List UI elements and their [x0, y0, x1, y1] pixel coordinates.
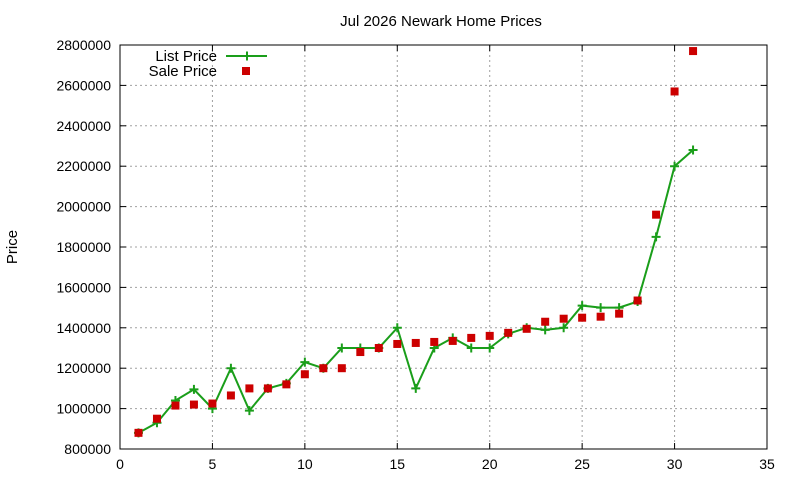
- legend: List Price Sale Price: [149, 48, 267, 80]
- list-price-point: [688, 145, 698, 155]
- x-tick-label: 15: [389, 456, 405, 472]
- x-tick-label: 10: [297, 456, 313, 472]
- legend-label-list-price: List Price: [155, 48, 217, 65]
- y-tick-label: 2600000: [56, 77, 111, 93]
- grid-layer: [120, 45, 767, 449]
- sale-price-point: [467, 333, 476, 342]
- list-price-point: [392, 323, 402, 333]
- sale-price-point: [448, 336, 457, 345]
- list-price-point: [244, 406, 254, 416]
- y-tick-label: 2400000: [56, 118, 111, 134]
- sale-price-point: [134, 428, 143, 437]
- x-tick-label: 35: [759, 456, 775, 472]
- y-axis-label: Price: [4, 230, 21, 264]
- tick-layer: 0 5 10 15 20 25 30 35 800000 1000000 1200000 140000…: [56, 37, 775, 472]
- x-tick-label: 0: [116, 456, 124, 472]
- sale-price-point: [226, 391, 235, 400]
- sale-price-point: [504, 328, 513, 337]
- sale-price-point: [522, 324, 531, 333]
- list-price-point: [651, 232, 661, 242]
- y-tick-label: 1800000: [56, 239, 111, 255]
- sale-price-point: [485, 331, 494, 340]
- y-tick-label: 2000000: [56, 199, 111, 215]
- y-tick-label: 1200000: [56, 360, 111, 376]
- sale-price-point: [596, 312, 605, 321]
- x-tick-label: 25: [574, 456, 590, 472]
- sale-price-point: [374, 344, 383, 352]
- sale-price-point: [319, 364, 328, 373]
- x-tick-label: 30: [667, 456, 683, 472]
- list-price-point: [300, 357, 310, 367]
- list-price-point: [466, 343, 476, 353]
- x-tick-label: 20: [482, 456, 498, 472]
- legend-marker-list-price: [242, 51, 252, 61]
- sale-price-point: [208, 399, 217, 408]
- list-price-point: [189, 384, 199, 394]
- list-price-point: [485, 343, 495, 353]
- sale-price-point: [411, 338, 420, 347]
- y-tick-label: 2200000: [56, 158, 111, 174]
- list-price-point: [577, 301, 587, 311]
- series-layer: [133, 47, 698, 438]
- chart-title: Jul 2026 Newark Home Prices: [340, 13, 542, 30]
- sale-price-point: [615, 309, 624, 318]
- sale-price-point: [337, 364, 346, 373]
- series-1: [134, 47, 698, 437]
- x-tick-label: 5: [209, 456, 217, 472]
- y-tick-label: 2800000: [56, 37, 111, 53]
- list-price-point: [337, 343, 347, 353]
- sale-price-point: [652, 210, 661, 219]
- list-price-point: [226, 363, 236, 373]
- list-price-point: [670, 161, 680, 171]
- sale-price-point: [670, 87, 679, 96]
- y-tick-label: 1600000: [56, 279, 111, 295]
- sale-price-point: [152, 414, 161, 423]
- list-price-point: [596, 303, 606, 313]
- sale-price-point: [245, 384, 254, 393]
- sale-price-point: [430, 337, 439, 346]
- sale-price-point: [393, 339, 402, 348]
- sale-price-point: [559, 314, 568, 323]
- legend-label-sale-price: Sale Price: [149, 63, 217, 80]
- series-0: [133, 145, 698, 438]
- sale-price-point: [633, 296, 642, 305]
- sale-price-point: [171, 401, 180, 410]
- sale-price-point: [689, 47, 698, 56]
- list-price-point: [559, 323, 569, 333]
- list-price-point: [540, 325, 550, 335]
- sale-price-point: [263, 384, 272, 393]
- y-tick-label: 1000000: [56, 401, 111, 417]
- sale-price-point: [541, 317, 550, 326]
- sale-price-point: [282, 380, 291, 389]
- list-price-point: [411, 383, 421, 393]
- plot-frame: [119, 44, 768, 450]
- sale-price-point: [356, 348, 365, 357]
- sale-price-point: [578, 313, 587, 322]
- legend-marker-sale-price: [242, 67, 250, 75]
- sale-price-point: [300, 370, 309, 379]
- y-tick-label: 800000: [64, 441, 111, 457]
- sale-price-point: [189, 400, 198, 409]
- y-tick-label: 1400000: [56, 320, 111, 336]
